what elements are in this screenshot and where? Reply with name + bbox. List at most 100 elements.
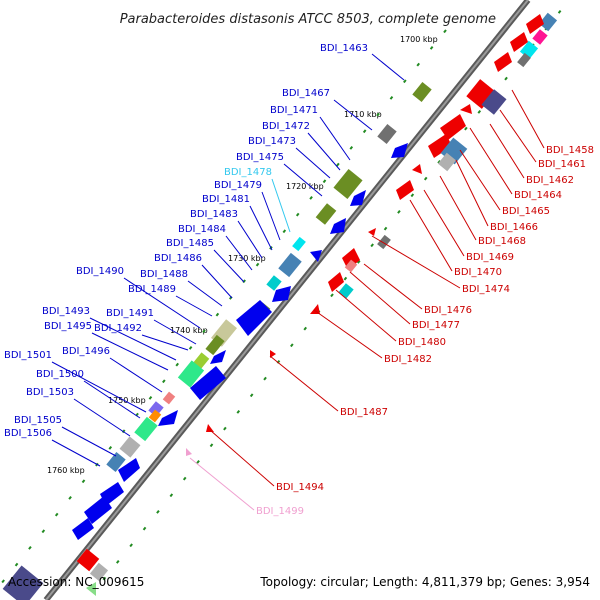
gene-label[interactable]: BDI_1480 bbox=[398, 337, 446, 348]
gene-arrow bbox=[510, 32, 528, 52]
gene-label[interactable]: BDI_1467 bbox=[282, 88, 330, 99]
gene-label[interactable]: BDI_1485 bbox=[166, 238, 214, 249]
scale-dash bbox=[102, 576, 107, 581]
scale-dash bbox=[397, 210, 401, 214]
scale-dash bbox=[115, 560, 120, 564]
gene-arrow bbox=[272, 286, 291, 302]
gene-label[interactable]: BDI_1500 bbox=[36, 369, 84, 380]
scale-dash bbox=[383, 226, 388, 231]
gene-label[interactable]: BDI_1501 bbox=[4, 350, 52, 361]
tick-label: 1730 kbp bbox=[228, 254, 266, 263]
callout-line bbox=[61, 426, 117, 457]
callout-lines bbox=[51, 53, 545, 511]
scale-dash bbox=[343, 276, 348, 281]
gene-label[interactable]: BDI_1469 bbox=[466, 252, 514, 263]
gene-label[interactable]: BDI_1493 bbox=[42, 306, 90, 317]
gene-label[interactable]: BDI_1481 bbox=[202, 194, 250, 205]
scale-dash bbox=[443, 29, 447, 34]
gene-label[interactable]: BDI_1505 bbox=[14, 415, 62, 426]
callout-line bbox=[271, 178, 291, 233]
callout-line bbox=[409, 199, 453, 272]
gene-arrow bbox=[158, 410, 178, 426]
gene-label[interactable]: BDI_1478 bbox=[224, 167, 272, 178]
scale-dash bbox=[437, 160, 441, 164]
gene-arrow bbox=[186, 448, 192, 456]
gene-label[interactable]: BDI_1487 bbox=[340, 407, 388, 418]
callout-line bbox=[371, 235, 461, 289]
gene-label[interactable]: BDI_1458 bbox=[546, 145, 594, 156]
gene-label[interactable]: BDI_1483 bbox=[190, 209, 238, 220]
gene-arrow bbox=[206, 424, 214, 432]
gene-label[interactable]: BDI_1486 bbox=[154, 253, 202, 264]
gene-arrow bbox=[270, 350, 276, 358]
topology-text: Topology: circular; Length: 4,811,379 bp… bbox=[259, 575, 590, 589]
gene-block bbox=[437, 152, 457, 172]
scale-dash bbox=[370, 243, 374, 248]
gene-block bbox=[148, 401, 164, 417]
gene-label[interactable]: BDI_1506 bbox=[4, 428, 52, 439]
gene-label[interactable]: BDI_1496 bbox=[62, 346, 110, 357]
tick-label: 1720 kbp bbox=[286, 182, 324, 191]
gene-label[interactable]: BDI_1464 bbox=[514, 190, 562, 201]
gene-label[interactable]: BDI_1477 bbox=[412, 320, 460, 331]
gene-labels: BDI_1463 BDI_1467 BDI_1471 BDI_1472 BDI_… bbox=[4, 43, 594, 517]
gene-block bbox=[517, 52, 531, 68]
scale-dash bbox=[349, 146, 354, 150]
gene-label[interactable]: BDI_1484 bbox=[178, 224, 226, 235]
gene-label[interactable]: BDI_1482 bbox=[384, 354, 432, 365]
gene-label[interactable]: BDI_1495 bbox=[44, 321, 92, 332]
gene-label[interactable]: BDI_1473 bbox=[248, 136, 296, 147]
gene-label[interactable]: BDI_1462 bbox=[526, 175, 574, 186]
scale-dash bbox=[362, 129, 367, 134]
gene-block bbox=[538, 12, 558, 32]
gene-label[interactable]: BDI_1468 bbox=[478, 236, 526, 247]
scale-dash bbox=[108, 446, 113, 450]
gene-label[interactable]: BDI_1475 bbox=[236, 152, 284, 163]
gene-block bbox=[106, 452, 126, 472]
gene-label[interactable]: BDI_1503 bbox=[26, 387, 74, 398]
scale-dash bbox=[236, 410, 241, 414]
callout-line bbox=[209, 429, 275, 487]
gene-label[interactable]: BDI_1494 bbox=[276, 482, 324, 493]
callout-line bbox=[91, 332, 169, 371]
callout-line bbox=[225, 235, 253, 271]
gene-label[interactable]: BDI_1470 bbox=[454, 267, 502, 278]
gene-label[interactable]: BDI_1479 bbox=[214, 180, 262, 191]
gene-arrow bbox=[310, 304, 320, 314]
gene-arrow bbox=[428, 134, 452, 158]
gene-label[interactable]: BDI_1490 bbox=[76, 266, 124, 277]
gene-block bbox=[333, 169, 363, 199]
gene-label[interactable]: BDI_1491 bbox=[106, 308, 154, 319]
gene-label[interactable]: BDI_1499 bbox=[256, 506, 304, 517]
gene-label[interactable]: BDI_1492 bbox=[94, 323, 142, 334]
gene-label[interactable]: BDI_1463 bbox=[320, 43, 368, 54]
gene-arrow bbox=[391, 143, 408, 158]
gene-label[interactable]: BDI_1466 bbox=[490, 222, 538, 233]
callout-line bbox=[73, 398, 131, 437]
map-title: Parabacteroides distasonis ATCC 8503, co… bbox=[120, 12, 496, 27]
gene-label[interactable]: BDI_1489 bbox=[128, 284, 176, 295]
gene-label[interactable]: BDI_1465 bbox=[502, 206, 550, 217]
callout-line bbox=[237, 220, 263, 259]
gene-label[interactable]: BDI_1471 bbox=[270, 105, 318, 116]
scale-dash bbox=[81, 479, 86, 484]
scale-dash bbox=[376, 112, 380, 117]
gene-label[interactable]: BDI_1476 bbox=[424, 305, 472, 316]
scale-dash bbox=[54, 512, 59, 517]
scale-dash bbox=[182, 476, 187, 481]
tick-label: 1700 kbp bbox=[400, 35, 438, 44]
gene-label[interactable]: BDI_1488 bbox=[140, 269, 188, 280]
callout-line bbox=[423, 189, 465, 257]
callout-line bbox=[261, 191, 281, 241]
scale-dash bbox=[41, 529, 46, 534]
gene-block bbox=[119, 436, 141, 458]
gene-label[interactable]: BDI_1461 bbox=[538, 159, 586, 170]
gene-label[interactable]: BDI_1472 bbox=[262, 121, 310, 132]
tick-label: 1740 kbp bbox=[170, 326, 208, 335]
gene-label[interactable]: BDI_1474 bbox=[462, 284, 510, 295]
scale-dash bbox=[129, 543, 133, 548]
scale-dash bbox=[188, 346, 193, 350]
gene-arrow bbox=[86, 582, 96, 596]
scale-dash bbox=[504, 76, 508, 81]
callout-line bbox=[455, 159, 489, 227]
